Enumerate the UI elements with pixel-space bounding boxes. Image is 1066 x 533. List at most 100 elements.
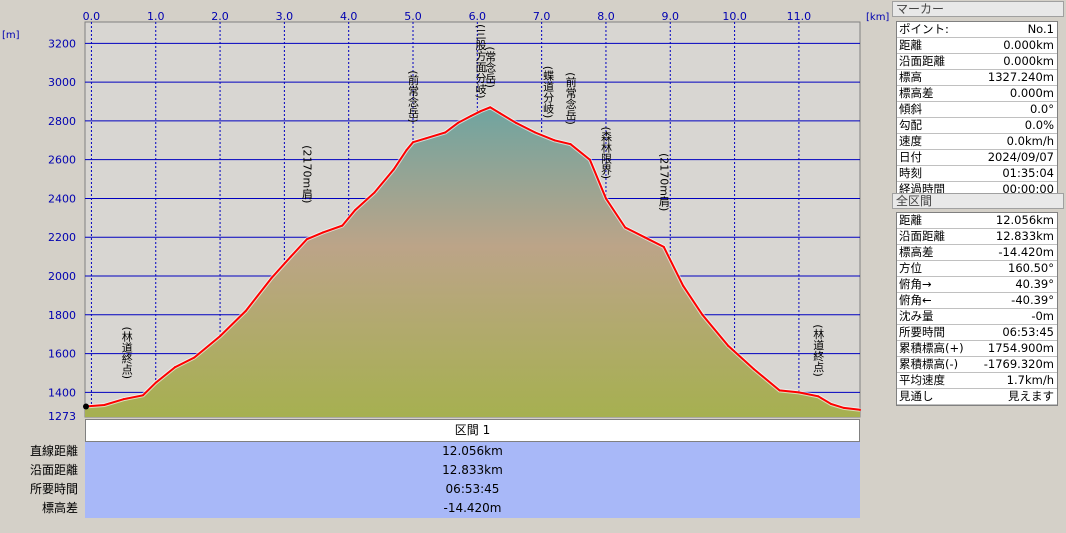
- elevation-point: [244, 309, 247, 312]
- x-tick-label: 0.0: [83, 10, 101, 23]
- y-unit-label: [m]: [2, 30, 20, 41]
- elevation-point: [859, 408, 861, 411]
- info-value: 見えます: [1008, 389, 1054, 403]
- elevation-point: [219, 335, 222, 338]
- info-value: -14.420m: [998, 245, 1054, 259]
- elevation-point: [405, 148, 408, 151]
- elevation-point: [270, 276, 273, 279]
- section-row: 標高差 -14.420m: [0, 499, 860, 518]
- elevation-point: [797, 391, 800, 394]
- y-tick-label: 3200: [48, 37, 76, 50]
- elevation-point: [457, 121, 460, 124]
- section-row-label: 沿面距離: [29, 463, 78, 477]
- profile-area: 0.0 1.0 2.0 3.0 4.0 5.0 6.0 7.0 8.0 9.0 10.0 11.0 12…: [0, 0, 890, 533]
- info-key: 傾斜: [899, 102, 922, 116]
- info-row: 標高差 0.000m: [897, 86, 1057, 102]
- route-annotation: (常念岳): [484, 46, 497, 88]
- elevation-point: [498, 112, 501, 115]
- elevation-point: [830, 403, 833, 406]
- x-tick-label: 11.0: [787, 10, 812, 23]
- elevation-point: [778, 389, 781, 392]
- y-tick-label: 3000: [48, 76, 76, 89]
- info-key: 経過時間: [899, 182, 945, 196]
- x-tick-label: 2.0: [211, 10, 229, 23]
- info-row: 俯角← -40.39°: [897, 293, 1057, 309]
- section-summary-table: 直線距離 12.056km 沿面距離 12.833km 所要時間 06:53:45 標高差 -…: [0, 442, 860, 518]
- info-key: 累積標高(-): [899, 357, 959, 371]
- section-row-label: 所要時間: [29, 482, 78, 496]
- y-tick-label: 2000: [48, 270, 76, 283]
- elevation-point: [534, 131, 537, 134]
- elevation-point: [817, 395, 820, 398]
- marker-panel-title: マーカー: [892, 1, 1064, 17]
- route-annotation: (前常念岳): [564, 72, 577, 125]
- info-key: 沿面距離: [899, 54, 945, 68]
- elevation-point: [444, 131, 447, 134]
- elevation-point: [122, 398, 125, 401]
- info-row: 沿面距離 12.833km: [897, 229, 1057, 245]
- info-value: 0.000m: [1009, 86, 1054, 100]
- elevation-point: [141, 394, 144, 397]
- route-annotation: (森林限界): [599, 126, 612, 179]
- elevation-fill: [85, 107, 860, 418]
- section-row-label: 標高差: [41, 501, 78, 515]
- info-row: 時刻 01:35:04: [897, 166, 1057, 182]
- elevation-point: [469, 115, 472, 118]
- route-annotation: (2170m肩): [657, 153, 670, 211]
- elevation-point: [643, 236, 646, 239]
- section-row-value: 06:53:45: [85, 480, 860, 499]
- elevation-point: [569, 143, 572, 146]
- info-key: 沈み量: [899, 309, 934, 323]
- elevation-point: [289, 255, 292, 258]
- info-row: 標高 1327.240m: [897, 70, 1057, 86]
- info-key: 時刻: [899, 166, 922, 180]
- marker-point[interactable]: [83, 403, 89, 410]
- info-value: 0.000km: [1003, 38, 1054, 52]
- info-row: 所要時間 06:53:45: [897, 325, 1057, 341]
- info-key: 勾配: [899, 118, 922, 132]
- info-key: 累積標高(+): [899, 341, 964, 355]
- info-value: 160.50°: [1008, 261, 1054, 275]
- info-value: 0.0%: [1024, 118, 1054, 132]
- elevation-point: [727, 344, 730, 347]
- info-value: 12.056km: [995, 213, 1054, 227]
- info-row: ポイント: No.1: [897, 22, 1057, 38]
- section-row: 所要時間 06:53:45: [0, 480, 860, 499]
- x-tick-label: 5.0: [404, 10, 422, 23]
- x-tick-label: 6.0: [469, 10, 487, 23]
- x-tick-label: 7.0: [533, 10, 551, 23]
- info-row: 累積標高(+) 1754.900m: [897, 341, 1057, 357]
- info-key: 平均速度: [899, 373, 945, 387]
- info-value: 2024/09/07: [987, 150, 1054, 164]
- elevation-point: [842, 406, 845, 409]
- info-key: 標高差: [899, 86, 934, 100]
- elevation-point: [752, 368, 755, 371]
- elevation-chart[interactable]: 0.0 1.0 2.0 3.0 4.0 5.0 6.0 7.0 8.0 9.0 10.0 11.0 12…: [0, 0, 890, 420]
- section-row-label: 直線距離: [29, 444, 78, 458]
- y-tick-label: 1400: [48, 386, 76, 399]
- info-value: -0m: [1031, 309, 1054, 323]
- info-row: 沿面距離 0.000km: [897, 54, 1057, 70]
- section-header: 区間 1: [85, 419, 860, 442]
- info-key: 距離: [899, 38, 922, 52]
- route-annotation: (前常念岳): [407, 70, 420, 123]
- marker-panel: ポイント: No.1 距離 0.000km 沿面距離 0.000km 標高 1327.240m…: [896, 21, 1058, 199]
- elevation-point: [103, 403, 106, 406]
- info-sidebar: マーカー ポイント: No.1 距離 0.000km 沿面距離 0.000km 標高 1327…: [890, 0, 1066, 533]
- y-tick-label: 1600: [48, 348, 76, 361]
- section-row-value: -14.420m: [85, 499, 860, 518]
- route-annotation: (2170m肩): [300, 145, 313, 203]
- route-annotation: (蝶道分岐): [542, 66, 555, 119]
- info-value: 1327.240m: [987, 70, 1054, 84]
- info-row: 傾斜 0.0°: [897, 102, 1057, 118]
- elevation-point: [424, 137, 427, 140]
- info-key: ポイント:: [899, 22, 949, 36]
- section-row-value: 12.833km: [85, 461, 860, 480]
- info-value: 00:00:00: [1002, 182, 1054, 196]
- elevation-point: [193, 356, 196, 359]
- x-tick-label: 1.0: [147, 10, 165, 23]
- total-panel: 距離 12.056km 沿面距離 12.833km 標高差 -14.420m 方位 160.5…: [896, 212, 1058, 406]
- elevation-point: [412, 141, 415, 144]
- elevation-point: [662, 245, 665, 248]
- info-row: 距離 0.000km: [897, 38, 1057, 54]
